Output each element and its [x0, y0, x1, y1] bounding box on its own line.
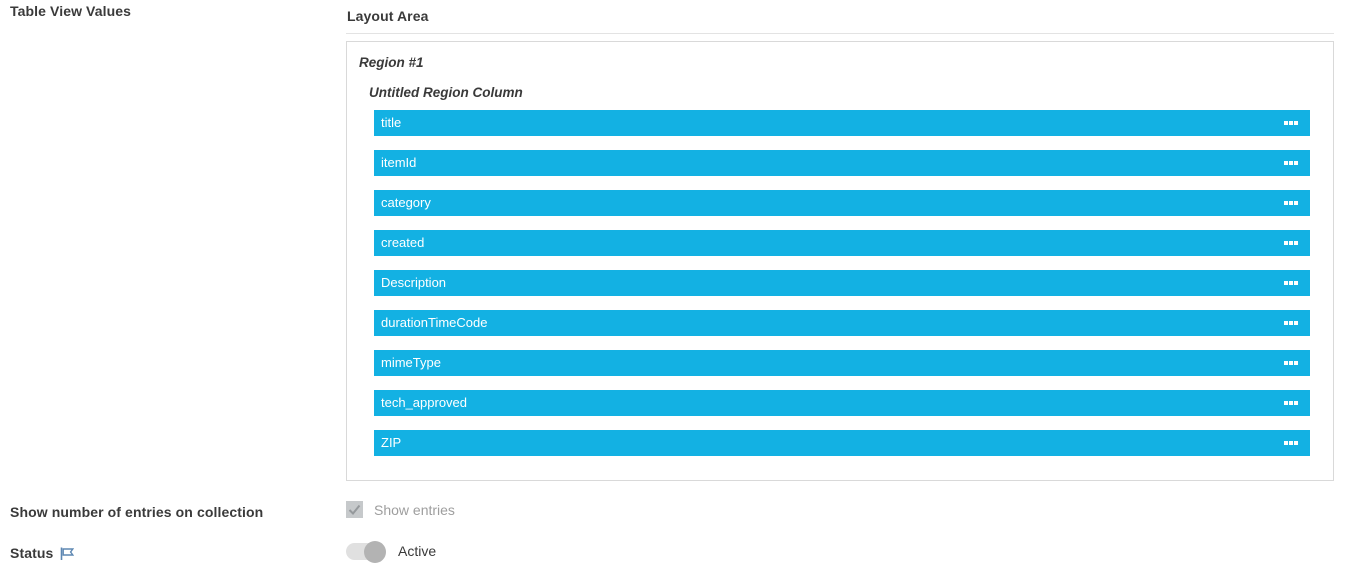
layout-field-bar[interactable]: category: [374, 190, 1310, 216]
field-bar-label: category: [381, 195, 431, 210]
layout-field-bar[interactable]: durationTimeCode: [374, 310, 1310, 336]
field-bar-label: durationTimeCode: [381, 315, 488, 330]
field-bar-label: created: [381, 235, 425, 250]
checkmark-icon: [348, 504, 361, 515]
ellipsis-icon[interactable]: [1284, 401, 1298, 405]
ellipsis-icon[interactable]: [1284, 201, 1298, 205]
region-column-title: Untitled Region Column: [369, 85, 523, 100]
ellipsis-icon[interactable]: [1284, 441, 1298, 445]
show-entries-label: Show entries: [374, 502, 455, 518]
show-entries-checkbox[interactable]: [346, 501, 363, 518]
layout-field-bar[interactable]: ZIP: [374, 430, 1310, 456]
show-number-of-entries-label: Show number of entries on collection: [10, 504, 264, 520]
ellipsis-icon[interactable]: [1284, 321, 1298, 325]
layout-area-panel: Region #1 Untitled Region Column title i…: [346, 41, 1334, 481]
layout-field-bar[interactable]: created: [374, 230, 1310, 256]
field-bar-label: mimeType: [381, 355, 441, 370]
status-toggle[interactable]: [346, 540, 386, 563]
status-row: Status: [10, 545, 75, 561]
field-bar-label: itemId: [381, 155, 417, 170]
table-view-values-label: Table View Values: [10, 3, 132, 19]
status-label: Status: [10, 545, 54, 561]
status-toggle-label: Active: [398, 543, 437, 559]
ellipsis-icon[interactable]: [1284, 241, 1298, 245]
layout-field-bar[interactable]: mimeType: [374, 350, 1310, 376]
ellipsis-icon[interactable]: [1284, 281, 1298, 285]
layout-area-divider: [346, 33, 1334, 34]
layout-field-bar[interactable]: Description: [374, 270, 1310, 296]
field-bar-label: ZIP: [381, 435, 402, 450]
layout-field-bar[interactable]: tech_approved: [374, 390, 1310, 416]
field-bar-label: tech_approved: [381, 395, 468, 410]
field-bar-label: Description: [381, 275, 447, 290]
field-bar-label: title: [381, 115, 402, 130]
layout-field-bar[interactable]: title: [374, 110, 1310, 136]
region-title: Region #1: [359, 55, 424, 70]
layout-field-bar[interactable]: itemId: [374, 150, 1310, 176]
ellipsis-icon[interactable]: [1284, 361, 1298, 365]
ellipsis-icon[interactable]: [1284, 161, 1298, 165]
ellipsis-icon[interactable]: [1284, 121, 1298, 125]
toggle-knob[interactable]: [364, 540, 386, 563]
layout-area-label: Layout Area: [347, 8, 429, 24]
flag-icon: [60, 547, 75, 560]
region-fields-list: title itemId category created: [374, 110, 1310, 470]
